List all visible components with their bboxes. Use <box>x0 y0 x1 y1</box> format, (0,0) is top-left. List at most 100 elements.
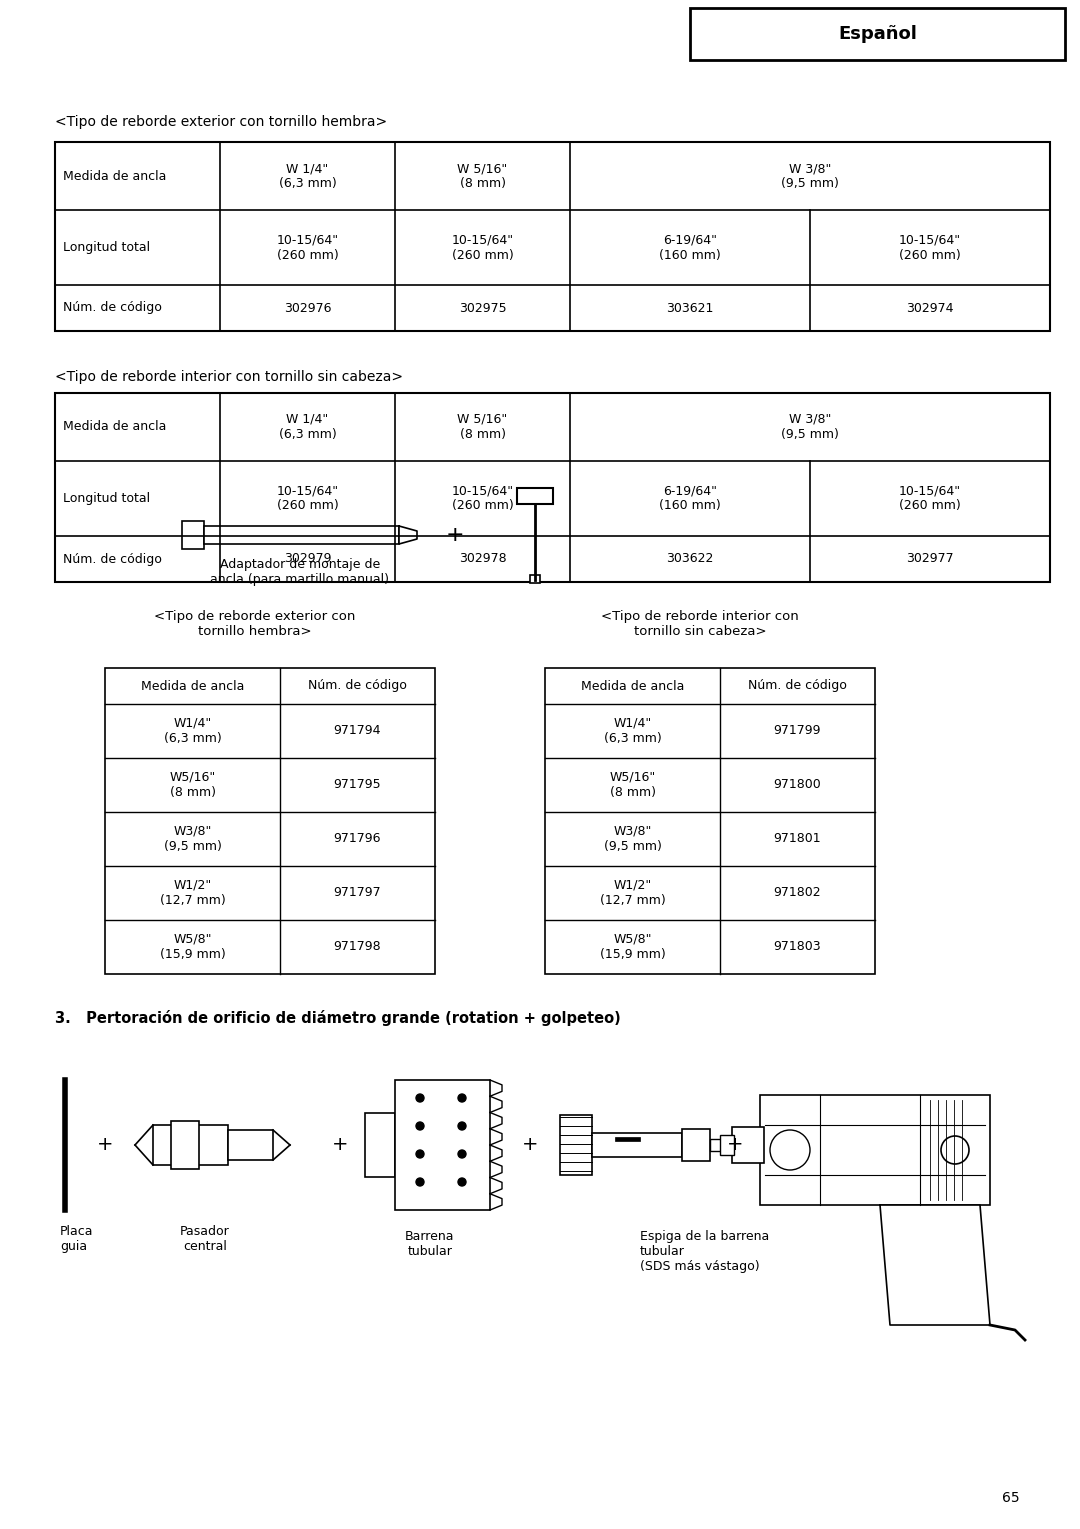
Circle shape <box>416 1122 424 1130</box>
Text: 10-15/64"
(260 mm): 10-15/64" (260 mm) <box>276 234 338 261</box>
Text: +: + <box>522 1136 538 1154</box>
Text: <Tipo de reborde exterior con
tornillo hembra>: <Tipo de reborde exterior con tornillo h… <box>154 610 355 638</box>
Text: 302977: 302977 <box>906 552 954 566</box>
Text: Núm. de código: Núm. de código <box>63 552 162 566</box>
Bar <box>720 1135 734 1154</box>
Text: Núm. de código: Núm. de código <box>308 679 407 693</box>
Text: 303621: 303621 <box>666 301 714 315</box>
Text: W5/8"
(15,9 mm): W5/8" (15,9 mm) <box>160 933 226 962</box>
Text: Medida de ancla: Medida de ancla <box>581 679 685 693</box>
Text: 971795: 971795 <box>334 778 381 792</box>
Bar <box>55 393 1050 583</box>
Text: 302978: 302978 <box>459 552 507 566</box>
Text: 971801: 971801 <box>773 832 821 846</box>
Bar <box>153 1125 228 1165</box>
Text: Medida de ancla: Medida de ancla <box>63 170 166 182</box>
Bar <box>592 1133 681 1157</box>
Text: W3/8"
(9,5 mm): W3/8" (9,5 mm) <box>604 826 661 853</box>
Text: W1/2"
(12,7 mm): W1/2" (12,7 mm) <box>160 879 226 907</box>
Text: Pasador
central: Pasador central <box>180 1225 230 1252</box>
Bar <box>171 1121 199 1170</box>
Bar <box>561 1115 592 1174</box>
Text: W1/2"
(12,7 mm): W1/2" (12,7 mm) <box>599 879 665 907</box>
Text: 6-19/64"
(160 mm): 6-19/64" (160 mm) <box>659 234 720 261</box>
Text: W 3/8"
(9,5 mm): W 3/8" (9,5 mm) <box>781 162 839 190</box>
Text: W 1/4"
(6,3 mm): W 1/4" (6,3 mm) <box>279 162 336 190</box>
Text: 303622: 303622 <box>666 552 714 566</box>
Bar <box>732 1127 764 1164</box>
Bar <box>690 8 1065 60</box>
Text: 971802: 971802 <box>773 887 821 899</box>
Text: 302979: 302979 <box>284 552 332 566</box>
Polygon shape <box>880 1205 990 1326</box>
Bar <box>545 668 875 974</box>
Circle shape <box>416 1095 424 1102</box>
Text: 971800: 971800 <box>773 778 822 792</box>
Text: 971798: 971798 <box>334 940 381 954</box>
Text: Medida de ancla: Medida de ancla <box>140 679 244 693</box>
Text: W3/8"
(9,5 mm): W3/8" (9,5 mm) <box>163 826 221 853</box>
Bar <box>710 1139 723 1151</box>
Text: W 5/16"
(8 mm): W 5/16" (8 mm) <box>457 413 508 440</box>
Text: Adaptador de montaje de
ancla (para martillo manual): Adaptador de montaje de ancla (para mart… <box>211 558 390 586</box>
Text: <Tipo de reborde interior con
tornillo sin cabeza>: <Tipo de reborde interior con tornillo s… <box>602 610 799 638</box>
Text: 10-15/64"
(260 mm): 10-15/64" (260 mm) <box>899 485 961 512</box>
Polygon shape <box>399 526 417 544</box>
Text: 971794: 971794 <box>334 725 381 737</box>
Bar <box>183 521 204 549</box>
Text: +: + <box>727 1136 743 1154</box>
Text: +: + <box>97 1136 113 1154</box>
Text: W1/4"
(6,3 mm): W1/4" (6,3 mm) <box>164 717 221 745</box>
Text: W5/16"
(8 mm): W5/16" (8 mm) <box>609 771 656 800</box>
Text: 302974: 302974 <box>906 301 954 315</box>
Bar <box>530 575 540 583</box>
Text: W 1/4"
(6,3 mm): W 1/4" (6,3 mm) <box>279 413 336 440</box>
Text: 6-19/64"
(160 mm): 6-19/64" (160 mm) <box>659 485 720 512</box>
Bar <box>55 142 1050 330</box>
Text: W1/4"
(6,3 mm): W1/4" (6,3 mm) <box>604 717 661 745</box>
Bar <box>365 1113 395 1177</box>
Circle shape <box>416 1150 424 1157</box>
Text: Longitud total: Longitud total <box>63 242 150 254</box>
Text: 302976: 302976 <box>284 301 332 315</box>
Text: W5/16"
(8 mm): W5/16" (8 mm) <box>170 771 216 800</box>
Text: Núm. de código: Núm. de código <box>63 301 162 315</box>
Bar <box>760 1095 990 1205</box>
Text: 10-15/64"
(260 mm): 10-15/64" (260 mm) <box>899 234 961 261</box>
Text: W5/8"
(15,9 mm): W5/8" (15,9 mm) <box>599 933 665 962</box>
Circle shape <box>416 1177 424 1187</box>
Text: 971797: 971797 <box>334 887 381 899</box>
Text: +: + <box>332 1136 348 1154</box>
Text: Medida de ancla: Medida de ancla <box>63 420 166 434</box>
Text: 971803: 971803 <box>773 940 821 954</box>
Text: +: + <box>446 524 464 544</box>
Text: W 3/8"
(9,5 mm): W 3/8" (9,5 mm) <box>781 413 839 440</box>
Text: <Tipo de reborde interior con tornillo sin cabeza>: <Tipo de reborde interior con tornillo s… <box>55 370 403 384</box>
Text: Núm. de código: Núm. de código <box>748 679 847 693</box>
Bar <box>228 1130 273 1161</box>
Text: 3.   Pertoración de orificio de diámetro grande (rotation + golpeteo): 3. Pertoración de orificio de diámetro g… <box>55 1011 621 1026</box>
Circle shape <box>458 1150 465 1157</box>
Text: W 5/16"
(8 mm): W 5/16" (8 mm) <box>457 162 508 190</box>
Text: 971799: 971799 <box>773 725 821 737</box>
Bar <box>681 1128 710 1161</box>
Bar <box>395 1079 490 1209</box>
Text: Longitud total: Longitud total <box>63 492 150 505</box>
Text: 302975: 302975 <box>459 301 507 315</box>
Circle shape <box>458 1122 465 1130</box>
Text: <Tipo de reborde exterior con tornillo hembra>: <Tipo de reborde exterior con tornillo h… <box>55 115 387 128</box>
Bar <box>204 526 399 544</box>
Circle shape <box>458 1177 465 1187</box>
Bar <box>517 488 553 505</box>
Text: Español: Español <box>838 24 917 43</box>
Text: 10-15/64"
(260 mm): 10-15/64" (260 mm) <box>451 234 514 261</box>
Bar <box>105 668 435 974</box>
Text: Placa
guia: Placa guia <box>60 1225 94 1252</box>
Text: Espiga de la barrena
tubular
(SDS más vástago): Espiga de la barrena tubular (SDS más vá… <box>640 1229 769 1274</box>
Text: 65: 65 <box>1002 1491 1020 1505</box>
Bar <box>615 1138 640 1141</box>
Text: 10-15/64"
(260 mm): 10-15/64" (260 mm) <box>451 485 514 512</box>
Text: 10-15/64"
(260 mm): 10-15/64" (260 mm) <box>276 485 338 512</box>
Circle shape <box>458 1095 465 1102</box>
Text: 971796: 971796 <box>334 832 381 846</box>
